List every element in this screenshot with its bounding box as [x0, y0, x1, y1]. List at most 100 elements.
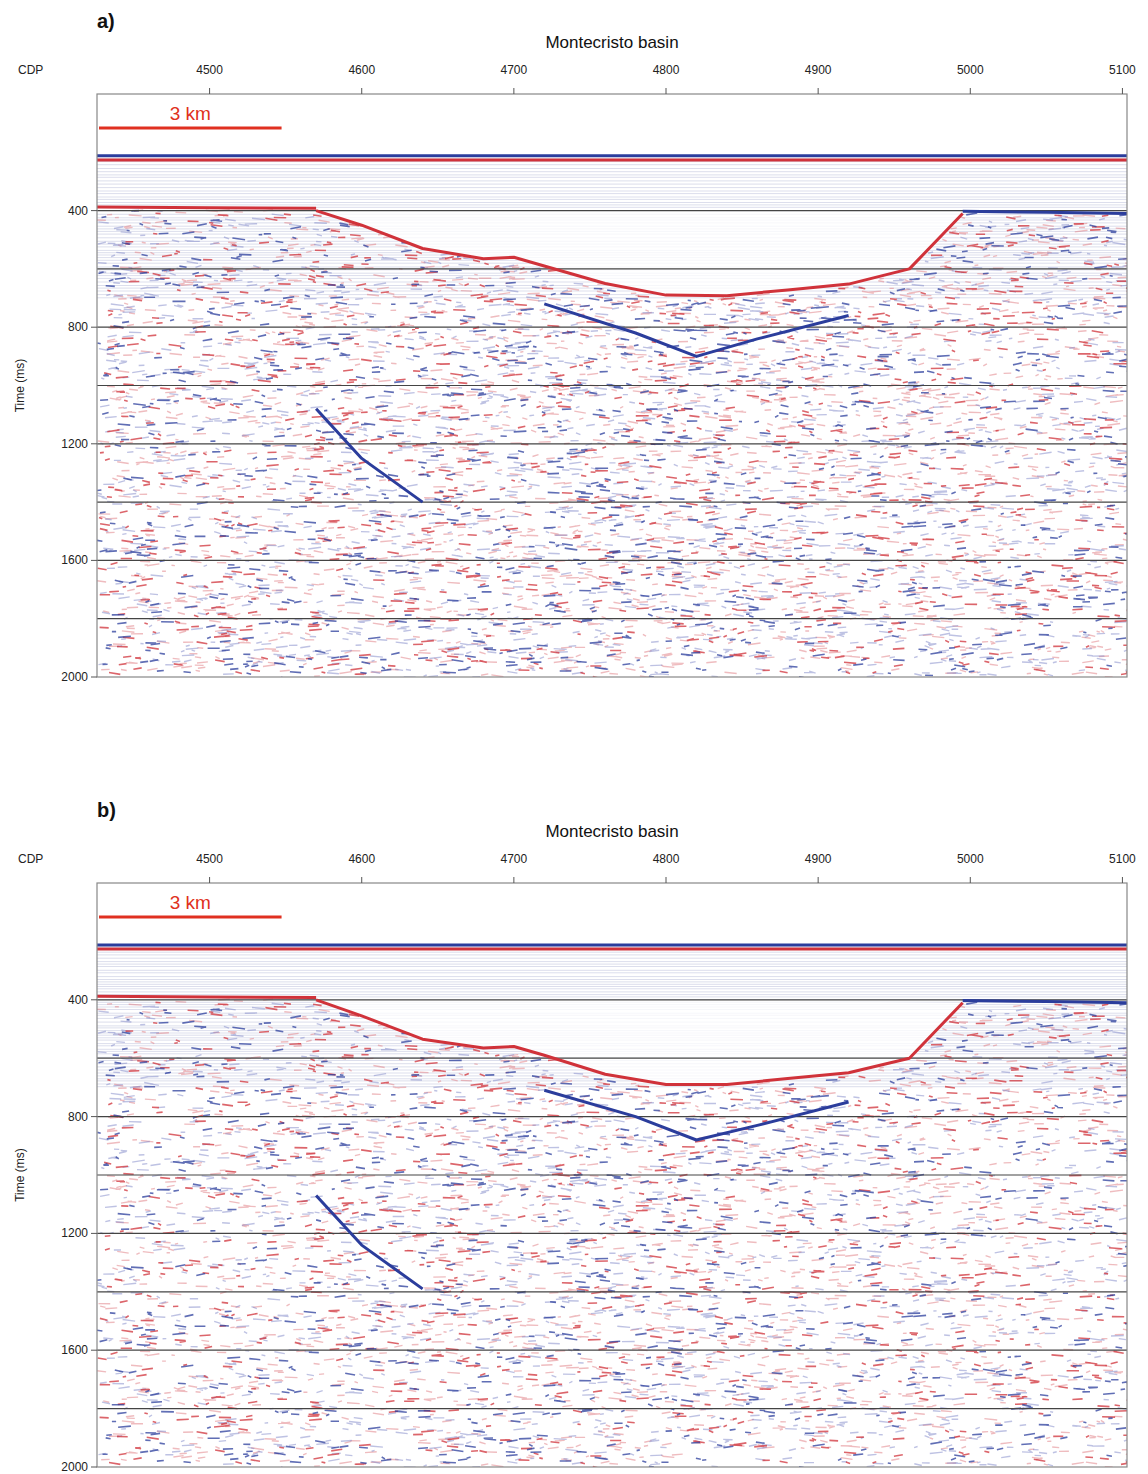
y-tick-label: 400 [68, 204, 88, 218]
grid-line [97, 443, 1127, 444]
y-tick [91, 327, 97, 328]
y-tick-label: 1200 [61, 437, 88, 451]
frame [97, 94, 1127, 677]
grid-line [97, 618, 1127, 619]
reflector [97, 948, 1127, 951]
panel-label: b) [97, 799, 116, 821]
texture-red-light [97, 210, 1127, 677]
x-tick [513, 88, 514, 94]
scale-bar [99, 127, 282, 130]
grid-line [97, 560, 1127, 561]
grid-line [97, 502, 1127, 503]
y-tick-label: 2000 [61, 670, 88, 684]
x-tick-label: 4900 [805, 63, 832, 77]
seismic-texture [97, 945, 1127, 1467]
x-axis-title: CDP [18, 63, 43, 77]
panel: 4500 4600 4700 4800 4900 5000 5100 CDP Montecris… [13, 799, 1138, 1474]
x-tick-label: 5100 [1109, 852, 1136, 866]
grid-line [97, 1058, 1127, 1059]
reflector [963, 211, 1127, 213]
scale-bar-bg [156, 102, 224, 124]
texture-red [98, 1002, 1127, 1467]
y-tick-label: 400 [68, 993, 88, 1007]
x-tick-label: 4500 [196, 852, 223, 866]
scale-bar-label: 3 km [170, 103, 211, 124]
grid-line [97, 1233, 1127, 1234]
x-tick [1122, 88, 1123, 94]
texture-red-light [97, 999, 1127, 1467]
x-tick-label: 4700 [501, 852, 528, 866]
x-tick-label: 4500 [196, 63, 223, 77]
texture-blue-light [98, 211, 1127, 677]
scale-bar [99, 916, 282, 919]
y-tick [91, 1350, 97, 1351]
grid-line [97, 1350, 1127, 1351]
y-tick [91, 210, 97, 211]
x-tick-label: 4900 [805, 852, 832, 866]
x-tick [818, 877, 819, 883]
y-tick-label: 1200 [61, 1226, 88, 1240]
grid-line [97, 385, 1127, 386]
panel-label: a) [97, 10, 115, 32]
y-tick [91, 443, 97, 444]
x-tick-label: 4600 [348, 63, 375, 77]
reflectors [97, 156, 1127, 502]
y-tick-label: 1600 [61, 1343, 88, 1357]
basin-fill [316, 208, 963, 295]
x-tick-label: 5000 [957, 852, 984, 866]
figure: 4500 4600 4700 4800 4900 5000 5100 CDP Montecris… [0, 0, 1148, 1474]
scale-bar-label: 3 km [170, 892, 211, 913]
x-axis-title: CDP [18, 852, 43, 866]
x-tick [970, 88, 971, 94]
reflector [963, 1000, 1127, 1002]
y-tick-label: 800 [68, 320, 88, 334]
title: Montecristo basin [545, 33, 678, 52]
y-tick [91, 560, 97, 561]
reflector [316, 409, 423, 502]
reflector [316, 1000, 963, 1085]
x-tick-label: 4800 [653, 63, 680, 77]
x-tick [513, 877, 514, 883]
grid-line [97, 1291, 1127, 1292]
reflector [97, 996, 316, 997]
y-tick-label: 2000 [61, 1460, 88, 1474]
y-tick [91, 677, 97, 678]
reflector [97, 158, 1127, 161]
grid-line [97, 1408, 1127, 1409]
texture-blue [97, 1002, 1127, 1467]
x-tick [818, 88, 819, 94]
y-axis-title: Time (ms) [13, 1148, 27, 1202]
reflector [97, 207, 316, 208]
basin-fill [316, 997, 963, 1084]
texture-blue [97, 211, 1127, 677]
y-tick-label: 800 [68, 1110, 88, 1124]
x-tick-label: 4600 [348, 852, 375, 866]
x-tick [361, 88, 362, 94]
x-tick [1122, 877, 1123, 883]
x-tick [666, 877, 667, 883]
x-tick [209, 877, 210, 883]
reflector [316, 211, 963, 296]
grid-line [97, 1174, 1127, 1175]
panel: 4500460047004800490050005100CDPMontecris… [13, 10, 1138, 684]
grid-line [97, 1116, 1127, 1117]
grid-line [97, 268, 1127, 269]
reflector [316, 1195, 423, 1289]
frame [97, 883, 1127, 1467]
x-tick [361, 877, 362, 883]
y-axis-title: Time (ms) [13, 359, 27, 413]
water-layering [97, 156, 1127, 298]
x-tick [666, 88, 667, 94]
x-tick [970, 877, 971, 883]
x-tick [209, 88, 210, 94]
y-tick [91, 1116, 97, 1117]
reflector [97, 943, 1127, 946]
x-tick-label: 4800 [653, 852, 680, 866]
seismic-texture [97, 156, 1127, 677]
x-tick-label: 5000 [957, 63, 984, 77]
y-tick [91, 1467, 97, 1468]
y-tick-label: 1600 [61, 553, 88, 567]
title: Montecristo basin [545, 822, 678, 841]
reflector [97, 154, 1127, 157]
reflector [544, 1090, 848, 1140]
